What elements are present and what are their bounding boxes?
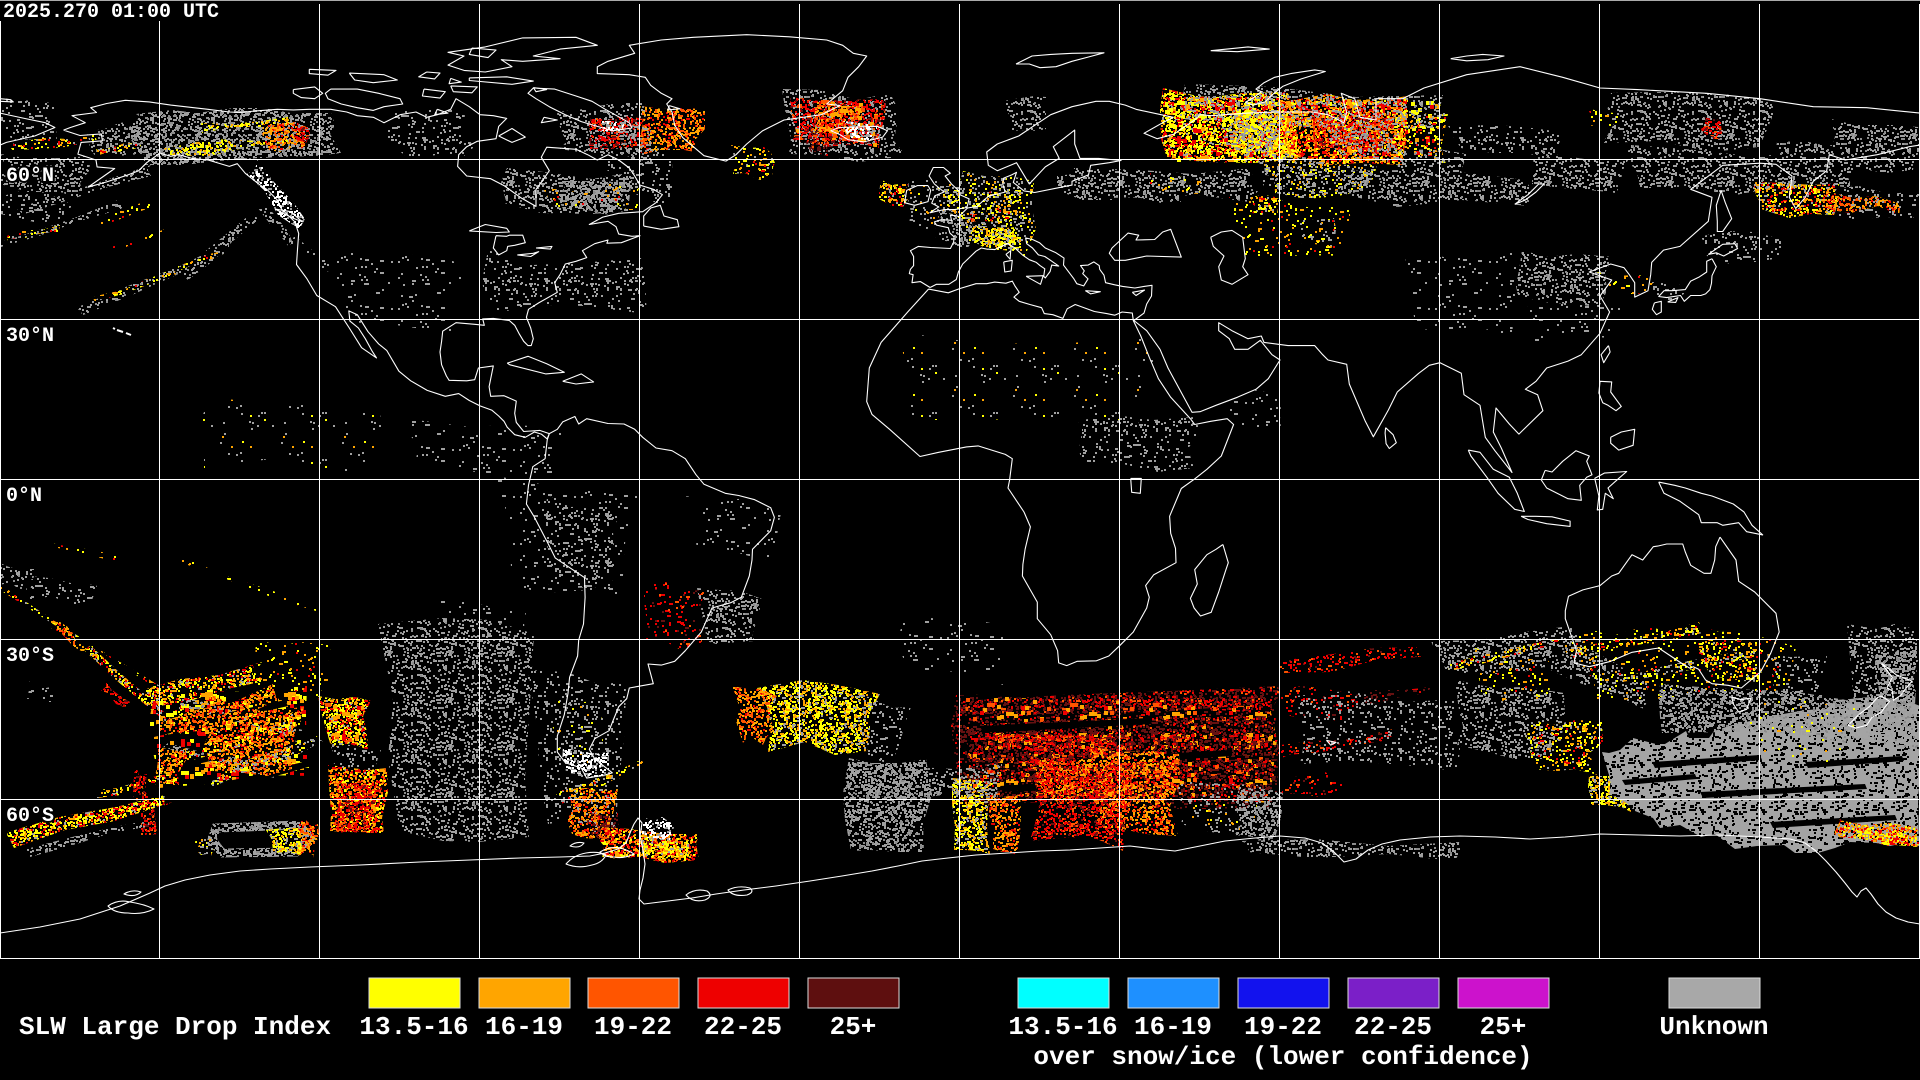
svg-text:30°S: 30°S: [6, 645, 54, 668]
svg-text:0°N: 0°N: [6, 485, 42, 508]
svg-text:16-19: 16-19: [1134, 1012, 1212, 1042]
svg-text:SLW Large Drop Index: SLW Large Drop Index: [19, 1012, 331, 1042]
svg-text:25+: 25+: [830, 1012, 877, 1042]
svg-text:over snow/ice (lower confidenc: over snow/ice (lower confidence): [1033, 1042, 1532, 1072]
svg-text:60°S: 60°S: [6, 805, 54, 828]
svg-text:60°N: 60°N: [6, 165, 54, 188]
svg-text:22-25: 22-25: [1354, 1012, 1432, 1042]
svg-text:16-19: 16-19: [485, 1012, 563, 1042]
svg-text:30°N: 30°N: [6, 325, 54, 348]
svg-text:25+: 25+: [1480, 1012, 1527, 1042]
svg-text:22-25: 22-25: [704, 1012, 782, 1042]
svg-text:19-22: 19-22: [594, 1012, 672, 1042]
svg-text:19-22: 19-22: [1244, 1012, 1322, 1042]
svg-text:2025.270 01:00 UTC: 2025.270 01:00 UTC: [3, 1, 219, 24]
svg-text:Unknown: Unknown: [1659, 1012, 1768, 1042]
svg-text:13.5-16: 13.5-16: [359, 1012, 468, 1042]
svg-text:13.5-16: 13.5-16: [1008, 1012, 1117, 1042]
